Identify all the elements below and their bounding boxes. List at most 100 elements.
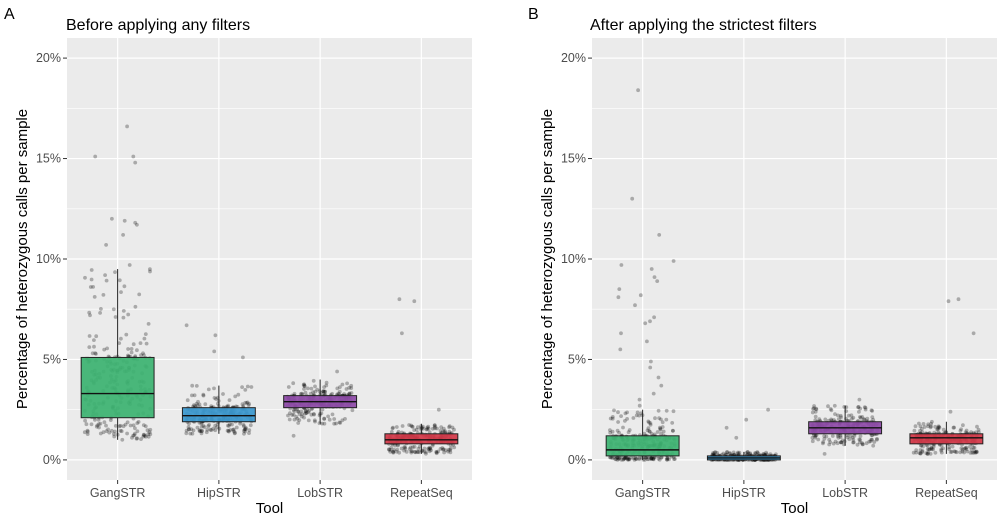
sample-point (396, 443, 400, 448)
sample-point (774, 452, 778, 457)
sample-point (952, 449, 957, 454)
sample-point (208, 427, 213, 432)
sample-point (634, 413, 639, 418)
sample-point (447, 424, 452, 428)
sample-point (197, 428, 202, 432)
sample-point (118, 423, 123, 428)
sample-point (228, 428, 233, 432)
sample-point (922, 425, 927, 429)
sample-point (821, 441, 825, 446)
sample-point (847, 437, 852, 442)
sample-point (135, 348, 139, 353)
sample-point (194, 384, 199, 388)
sample-point (727, 451, 732, 456)
x-tick-label: GangSTR (615, 486, 671, 500)
sample-point (862, 417, 867, 422)
box-gangstr (80, 356, 155, 419)
sample-point (409, 423, 413, 428)
sample-point (302, 382, 306, 387)
sample-point (660, 425, 665, 429)
sample-point (417, 444, 422, 449)
sample-point (649, 431, 654, 436)
sample-point (143, 424, 148, 429)
sample-point (608, 455, 612, 460)
sample-point (961, 423, 965, 428)
sample-point (643, 321, 648, 326)
sample-point (665, 456, 670, 461)
sample-point (448, 446, 453, 451)
sample-point (391, 425, 395, 430)
sample-point (213, 333, 218, 338)
sample-point (617, 430, 621, 435)
sample-point (248, 423, 253, 428)
sample-point (630, 196, 635, 201)
sample-point (755, 451, 760, 455)
sample-point (292, 391, 297, 396)
sample-point (619, 331, 623, 336)
sample-point (190, 431, 195, 436)
sample-point (389, 445, 394, 450)
sample-point (929, 421, 933, 426)
sample-point (959, 446, 964, 451)
sample-point (623, 411, 628, 416)
sample-point (313, 389, 318, 394)
sample-point (209, 404, 214, 409)
sample-point (199, 421, 204, 426)
sample-point (98, 421, 103, 426)
panel-a-title: Before applying any filters (66, 17, 250, 34)
sample-point (637, 397, 642, 402)
sample-point (974, 450, 978, 455)
sample-point (748, 452, 752, 457)
sample-point (813, 418, 818, 422)
sample-point (232, 431, 237, 436)
sample-point (969, 447, 974, 452)
sample-point (810, 410, 815, 415)
sample-point (845, 435, 850, 440)
sample-point (195, 425, 200, 430)
sample-point (969, 430, 973, 434)
sample-point (389, 430, 394, 434)
sample-point (827, 442, 832, 447)
sample-point (762, 452, 766, 456)
sample-point (296, 421, 301, 425)
sample-point (616, 410, 620, 415)
x-axis-title: Tool (781, 500, 809, 517)
sample-point (201, 393, 206, 398)
sample-point (141, 434, 146, 439)
sample-point (868, 439, 873, 444)
sample-point (233, 394, 238, 399)
y-axis-title: Percentage of heterozygous calls per sam… (539, 109, 556, 409)
sample-point (303, 390, 308, 395)
sample-point (869, 408, 874, 413)
sample-point (233, 430, 237, 435)
sample-point (189, 427, 194, 431)
sample-point (394, 449, 399, 454)
sample-point (430, 426, 435, 431)
sample-point (857, 397, 862, 402)
sample-point (438, 447, 443, 451)
sample-point (813, 409, 818, 414)
sample-point (306, 418, 311, 423)
sample-point (936, 426, 940, 430)
chart-b-plot: 0% 5% 10% 15% 20% GangSTR HipSTR LobSTR RepeatSe… (539, 38, 997, 517)
sample-point (637, 403, 642, 408)
sample-point (227, 398, 232, 402)
sample-point (315, 387, 320, 392)
sample-point (138, 341, 143, 345)
sample-point (918, 424, 923, 429)
y-tick-label: 0% (43, 453, 61, 467)
sample-point (106, 427, 110, 432)
sample-point (652, 455, 657, 460)
sample-point (326, 414, 330, 419)
sample-point (616, 295, 621, 300)
sample-point (970, 450, 975, 455)
sample-point (822, 434, 827, 438)
sample-point (299, 409, 304, 414)
sample-point (860, 441, 864, 445)
sample-point (838, 435, 843, 440)
sample-point (610, 415, 615, 419)
sample-point (94, 334, 99, 339)
sample-point (972, 449, 977, 454)
sample-point (659, 383, 664, 388)
sample-point (410, 424, 415, 429)
